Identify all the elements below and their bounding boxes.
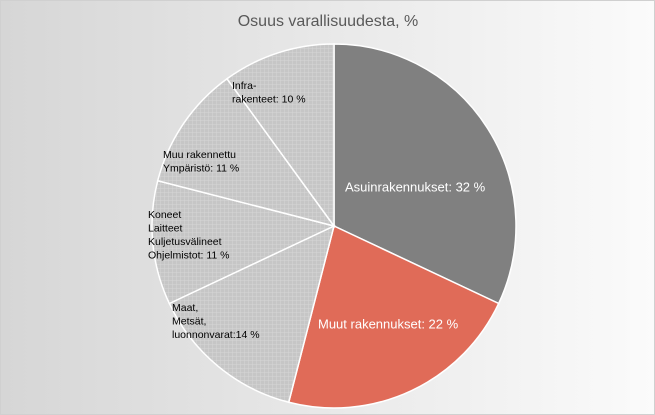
data-label: Ohjelmistot: 11 % [148, 249, 230, 261]
data-label: Koneet [148, 209, 181, 221]
data-label: Kuljetusvälineet [148, 236, 222, 248]
pie-slice [168, 224, 336, 404]
data-label: Ympäristö: 11 % [163, 162, 239, 174]
pie-slice [287, 224, 500, 409]
data-label: Infra- [232, 80, 257, 92]
data-label: Metsät, [172, 315, 206, 327]
data-label: Laitteet [148, 222, 183, 234]
pie-slice [333, 43, 517, 305]
data-label: Muut rakennukset: 22 % [318, 316, 459, 331]
pie-slice [151, 179, 337, 305]
pie-slice [156, 77, 336, 228]
data-label: luonnonvarat:14 % [172, 329, 260, 341]
pie-slice [225, 43, 335, 229]
chart-title: Osuus varallisuudesta, % [238, 13, 419, 30]
data-label: Asuinrakennukset: 32 % [345, 179, 486, 194]
data-label: rakenteet: 10 % [232, 93, 306, 105]
data-label: Maat, [172, 302, 198, 314]
data-label: Muu rakennettu [163, 149, 236, 161]
